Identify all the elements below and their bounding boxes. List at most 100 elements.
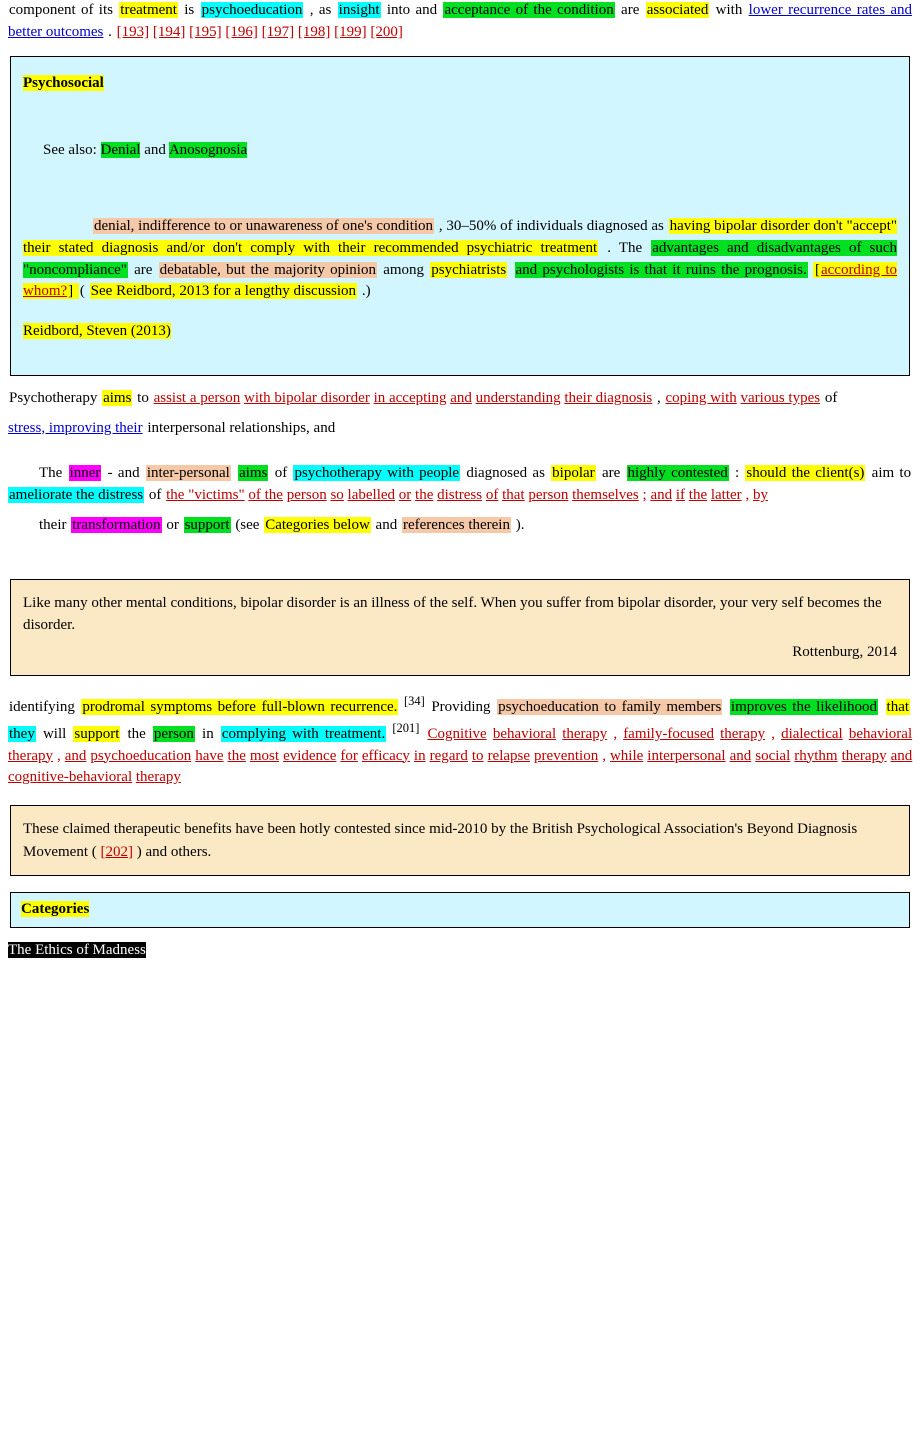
r4-3[interactable]: so (330, 487, 343, 503)
r6-13[interactable]: have (195, 748, 223, 764)
ref-t5[interactable]: understanding (476, 390, 561, 406)
r6-33[interactable]: therapy (136, 769, 181, 785)
r6-17[interactable]: for (340, 748, 358, 764)
footer-black: The Ethics of Madness (8, 940, 912, 962)
r4-9[interactable]: that (502, 487, 525, 503)
text: in (201, 726, 221, 742)
r6-18[interactable]: efficacy (362, 748, 410, 764)
r6-31[interactable]: and (891, 748, 913, 764)
ref-t3[interactable]: in accepting (374, 390, 447, 406)
text: , (656, 390, 666, 406)
ref-196[interactable]: [196] (225, 24, 258, 40)
r4-7[interactable]: distress (437, 487, 482, 503)
r6-9[interactable]: therapy (8, 748, 53, 764)
r6-6[interactable]: , (771, 726, 775, 742)
r4-14[interactable]: if (676, 487, 685, 503)
r6-1[interactable]: behavioral (493, 726, 556, 742)
ref-193[interactable]: [193] (117, 24, 150, 40)
r6-4[interactable]: family-focused (623, 726, 714, 742)
ref-t8[interactable]: various types (741, 390, 821, 406)
r4-2[interactable]: person (287, 487, 327, 503)
para-psychotherapy: Psychotherapy aims to assist a person wi… (8, 388, 912, 410)
ref-201[interactable]: [201] (392, 721, 419, 735)
r6-14[interactable]: the (228, 748, 246, 764)
r6-7[interactable]: dialectical (781, 726, 843, 742)
r6-12[interactable]: psychoeducation (90, 748, 191, 764)
text: The (38, 465, 69, 481)
r4-0[interactable]: the "victims" (166, 487, 245, 503)
text: ( (79, 283, 86, 299)
r6-11[interactable]: and (65, 748, 87, 764)
r6-16[interactable]: evidence (283, 748, 336, 764)
ref-t6[interactable]: their diagnosis (564, 390, 652, 406)
ref-198[interactable]: [198] (298, 24, 331, 40)
r6-0[interactable]: Cognitive (428, 726, 487, 742)
r6-2[interactable]: therapy (562, 726, 607, 742)
hl-psychoeducation: psychoeducation (201, 2, 304, 18)
r6-20[interactable]: regard (430, 748, 468, 764)
hl-inner: inner (69, 465, 102, 481)
r4-11[interactable]: themselves (572, 487, 639, 503)
r6-3[interactable]: , (613, 726, 617, 742)
r4-1[interactable]: of the (248, 487, 283, 503)
r6-21[interactable]: to (472, 748, 484, 764)
hl-ruins-prognosis: and psychologists is that it ruins the p… (515, 262, 808, 278)
ref-34[interactable]: [34] (404, 694, 425, 708)
hl-psycho-people: psychotherapy with people (293, 465, 460, 481)
r4-12[interactable]: ; (643, 487, 647, 503)
hl-categories-below: Categories below (264, 517, 371, 533)
r6-27[interactable]: and (730, 748, 752, 764)
hl-prodromal: prodromal symptoms before full-blown rec… (81, 699, 398, 715)
ref-t2[interactable]: with bipolar disorder (244, 390, 370, 406)
psychosocial-body: denial, indifference to or unawareness o… (23, 216, 897, 303)
text: . The (606, 240, 651, 256)
r6-30[interactable]: therapy (842, 748, 887, 764)
r6-28[interactable]: social (755, 748, 790, 764)
r6-19[interactable]: in (414, 748, 426, 764)
ref-194[interactable]: [194] (153, 24, 186, 40)
text: among (382, 262, 430, 278)
r6-26[interactable]: interpersonal (647, 748, 725, 764)
r4-10[interactable]: person (528, 487, 568, 503)
r4-13[interactable]: and (650, 487, 672, 503)
ref-200[interactable]: [200] (370, 24, 403, 40)
text: , 30–50% of individuals diagnosed as (438, 218, 669, 234)
text: Psychotherapy (8, 390, 102, 406)
categories-box: Categories (10, 892, 910, 928)
text: is (183, 2, 200, 18)
r4-17[interactable]: , (745, 487, 749, 503)
r6-29[interactable]: rhythm (794, 748, 837, 764)
r6-10[interactable]: , (57, 748, 61, 764)
r4-18[interactable]: by (753, 487, 768, 503)
ref-202[interactable]: [202] (100, 844, 133, 860)
ref-t1[interactable]: assist a person (154, 390, 241, 406)
ref-199[interactable]: [199] (334, 24, 367, 40)
r6-32[interactable]: cognitive-behavioral (8, 769, 132, 785)
ref-195[interactable]: [195] (189, 24, 222, 40)
hl-should-clients: should the client(s) (745, 465, 865, 481)
ref-t7[interactable]: coping with (666, 390, 737, 406)
r6-23[interactable]: prevention (534, 748, 598, 764)
link-stress[interactable]: stress, improving their (8, 420, 143, 436)
see-also-anosognosia[interactable]: Anosognosia (169, 142, 247, 158)
r6-15[interactable]: most (250, 748, 279, 764)
r6-5[interactable]: therapy (720, 726, 765, 742)
text (910, 699, 912, 715)
hl-aims2: aims (238, 465, 268, 481)
hl-interpersonal: inter-personal (146, 465, 231, 481)
ref-t4[interactable]: and (450, 390, 472, 406)
r4-8[interactable]: of (486, 487, 499, 503)
r4-15[interactable]: the (689, 487, 707, 503)
quote-bpa: These claimed therapeutic benefits have … (10, 805, 910, 876)
ref-197[interactable]: [197] (262, 24, 295, 40)
r4-4[interactable]: labelled (348, 487, 395, 503)
hl-support2: support (73, 726, 120, 742)
r4-6[interactable]: the (415, 487, 433, 503)
r4-16[interactable]: latter (711, 487, 742, 503)
r6-24[interactable]: , (602, 748, 606, 764)
see-also-denial[interactable]: Denial (101, 142, 141, 158)
r6-22[interactable]: relapse (488, 748, 530, 764)
r6-8[interactable]: behavioral (849, 726, 912, 742)
r4-5[interactable]: or (399, 487, 412, 503)
r6-25[interactable]: while (610, 748, 643, 764)
